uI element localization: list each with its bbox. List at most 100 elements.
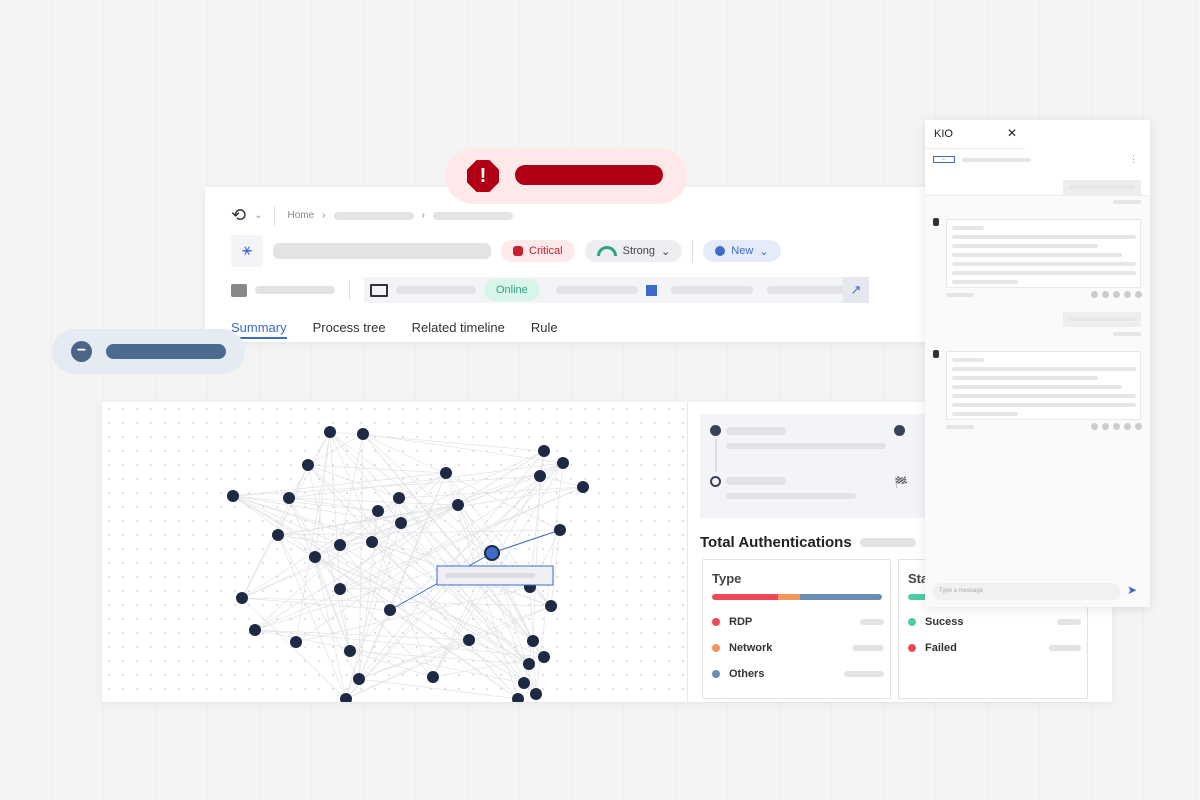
reaction-icon[interactable] [1124,423,1131,430]
close-icon[interactable]: ✕ [1007,126,1018,140]
graph-node[interactable] [366,536,378,548]
legend-label: RDP [729,616,753,628]
reaction-icon[interactable] [1135,423,1142,430]
reaction-icon[interactable] [1091,291,1098,298]
breadcrumb-home[interactable]: Home [287,210,315,221]
reaction-icon[interactable] [1124,291,1131,298]
graph-edge [349,650,434,678]
graph-node[interactable] [227,490,239,502]
chevron-down-icon[interactable]: ⌄ [254,210,263,221]
graph-edge [295,431,331,643]
graph-node[interactable] [518,677,530,689]
user-message [1063,180,1141,195]
gauge-icon [596,246,617,256]
legend-label: Sucess [925,616,964,628]
graph-node[interactable] [557,457,569,469]
graph-edge [232,495,341,546]
message-input[interactable]: Type a message [932,583,1120,600]
graph-node[interactable] [512,693,524,702]
graph-node[interactable] [353,673,365,685]
legend-dot [908,644,916,652]
graph-edge [232,495,379,512]
graph-node[interactable] [523,658,535,670]
graph-node[interactable] [395,517,407,529]
graph-node[interactable] [290,636,302,648]
reaction-icon[interactable] [1113,291,1120,298]
graph-node[interactable] [236,592,248,604]
graph-node[interactable] [554,524,566,536]
external-link-icon[interactable]: ↗ [843,277,869,303]
graph-node[interactable] [344,645,356,657]
graph-node[interactable] [309,551,321,563]
legend-label: Others [729,668,765,680]
minus-icon[interactable]: − [71,341,92,362]
graph-node[interactable] [272,529,284,541]
graph-edge [314,556,434,678]
graph-node[interactable] [384,604,396,616]
tab-rule[interactable]: Rule [530,320,558,335]
graph-node[interactable] [545,600,557,612]
confidence-dropdown[interactable]: Strong ⌄ [584,240,683,262]
divider [692,240,694,262]
graph-node[interactable] [340,693,352,702]
selected-graph-node[interactable] [484,545,500,561]
graph-node[interactable] [527,635,539,647]
graph-node[interactable] [283,492,295,504]
graph-node[interactable] [530,688,542,700]
legend-item: RDP [712,616,752,628]
alert-octagon-icon: ! [467,160,499,192]
alert-title-placeholder [515,165,663,185]
graph-node[interactable] [452,499,464,511]
info-icon [715,246,726,256]
reaction-icon[interactable] [1135,291,1142,298]
entity-graph[interactable] [102,402,688,702]
history-icon[interactable]: ⟲ [231,205,247,225]
reaction-icon[interactable] [1113,423,1120,430]
graph-node[interactable] [393,492,405,504]
tab-summary[interactable]: Summary [231,320,287,339]
graph-node[interactable] [463,634,475,646]
graph-node[interactable] [538,445,550,457]
graph-edge [232,495,373,543]
graph-node[interactable] [577,481,589,493]
graph-edge [362,433,545,658]
graph-edge [532,640,537,695]
graph-edge [329,431,525,684]
reaction-icon[interactable] [1102,291,1109,298]
legend-item: Network [712,642,772,654]
graph-node[interactable] [357,428,369,440]
breadcrumb-item[interactable] [333,211,414,220]
graph-edge [358,472,447,680]
graph-edge [457,504,537,695]
graph-node[interactable] [249,624,261,636]
graph-node[interactable] [372,505,384,517]
reaction-icon[interactable] [1091,423,1098,430]
graph-node[interactable] [440,467,452,479]
graph-node[interactable] [324,426,336,438]
graph-node[interactable] [334,539,346,551]
reaction-icon[interactable] [1102,423,1109,430]
status-dropdown[interactable]: New ⌄ [703,240,781,262]
breadcrumb-item[interactable] [432,211,513,220]
chevron-right-icon: › [421,210,425,221]
graph-node[interactable] [538,651,550,663]
collapsed-entity-pill[interactable]: − [52,329,245,374]
tab-process-tree[interactable]: Process tree [312,320,386,335]
more-icon[interactable]: ⋮ [1129,154,1138,164]
graph-edge [358,639,470,680]
graph-edge [241,522,402,599]
graph-edge [345,605,552,700]
tab-related-timeline[interactable]: Related timeline [411,320,505,335]
graph-edge [314,497,400,558]
graph-node[interactable] [302,459,314,471]
chat-panel: KIO ✕ ← ⋮ Type a message ➤ [925,120,1150,607]
graph-node[interactable] [534,470,546,482]
online-badge: Online [484,279,540,301]
graph-node[interactable] [334,583,346,595]
divider [349,280,350,300]
back-icon[interactable]: ← [933,156,955,163]
send-icon[interactable]: ➤ [1127,583,1138,597]
graph-node[interactable] [427,671,439,683]
graph-edge [358,605,552,680]
chevron-down-icon: ⌄ [759,245,769,258]
